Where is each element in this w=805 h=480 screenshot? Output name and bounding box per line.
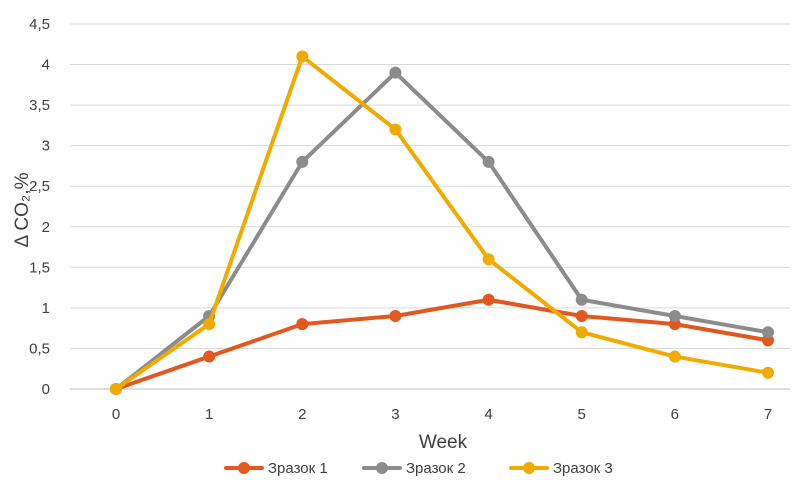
data-point bbox=[203, 318, 216, 331]
legend-item-3: Зразок 3 bbox=[509, 460, 613, 477]
data-point bbox=[482, 253, 495, 266]
y-axis-title: Δ CO₂,% bbox=[12, 172, 33, 247]
data-point bbox=[762, 326, 774, 339]
data-point bbox=[668, 350, 681, 363]
legend-item-1: Зразок 1 bbox=[224, 460, 328, 477]
legend-swatch-marker bbox=[238, 462, 250, 474]
data-point bbox=[389, 66, 402, 79]
legend: Зразок 1 Зразок 2 Зразок 3 bbox=[224, 460, 613, 477]
x-tick-label: 6 bbox=[671, 406, 679, 423]
legend-label: Зразок 3 bbox=[553, 460, 613, 477]
series-2 bbox=[110, 66, 774, 395]
x-tick-label: 1 bbox=[205, 406, 213, 423]
x-tick-label: 7 bbox=[764, 406, 772, 423]
x-axis-ticks: 0 1 2 3 4 5 6 7 bbox=[112, 406, 772, 423]
data-point bbox=[296, 155, 309, 168]
legend-swatch-marker bbox=[523, 462, 535, 474]
data-point bbox=[110, 383, 122, 395]
y-axis-ticks: 0 0,5 1 1,5 2 2,5 3 3,5 4 4,5 bbox=[29, 16, 50, 398]
legend-label: Зразок 1 bbox=[268, 460, 328, 477]
y-tick-label: 2 bbox=[42, 219, 50, 236]
y-tick-label: 0,5 bbox=[29, 340, 50, 357]
data-point bbox=[668, 310, 681, 322]
data-point bbox=[389, 123, 402, 136]
x-tick-label: 0 bbox=[112, 406, 120, 423]
y-tick-label: 4,5 bbox=[29, 16, 50, 33]
y-tick-label: 1,5 bbox=[29, 259, 50, 276]
x-tick-label: 5 bbox=[578, 406, 586, 423]
series-3 bbox=[110, 50, 774, 395]
data-point bbox=[762, 366, 774, 379]
y-tick-label: 4 bbox=[42, 57, 50, 74]
series-1 bbox=[110, 293, 774, 395]
data-point bbox=[575, 310, 588, 322]
y-tick-label: 3,5 bbox=[29, 97, 50, 114]
data-point bbox=[482, 155, 495, 168]
x-axis-title: Week bbox=[419, 432, 468, 453]
data-point bbox=[203, 350, 216, 363]
y-tick-label: 0 bbox=[42, 381, 50, 398]
data-point bbox=[575, 293, 588, 306]
data-point bbox=[482, 293, 495, 306]
legend-item-2: Зразок 2 bbox=[362, 460, 466, 477]
data-point bbox=[296, 318, 309, 331]
y-tick-label: 2,5 bbox=[29, 178, 50, 195]
series-group bbox=[110, 50, 774, 395]
data-point bbox=[296, 50, 309, 63]
series-line bbox=[114, 70, 770, 391]
y-tick-label: 3 bbox=[42, 138, 50, 155]
legend-label: Зразок 2 bbox=[406, 460, 466, 477]
series-line bbox=[114, 54, 770, 391]
x-tick-label: 3 bbox=[391, 406, 399, 423]
x-tick-label: 2 bbox=[298, 406, 306, 423]
y-tick-label: 1 bbox=[42, 300, 50, 317]
series-line bbox=[114, 297, 770, 391]
data-point bbox=[575, 326, 588, 339]
x-tick-label: 4 bbox=[484, 406, 492, 423]
legend-swatch-marker bbox=[376, 462, 388, 474]
gridlines bbox=[70, 23, 790, 390]
data-point bbox=[389, 310, 402, 322]
